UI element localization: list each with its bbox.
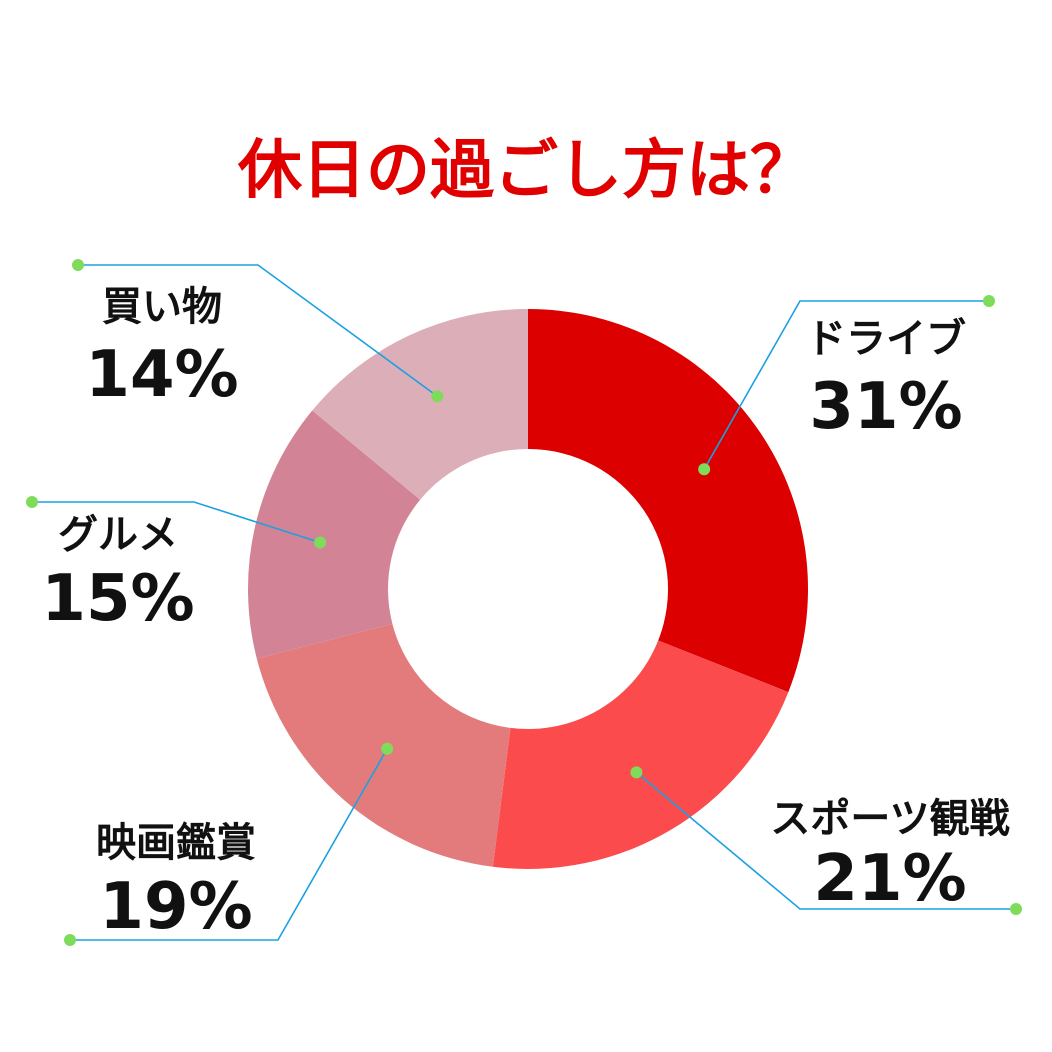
slice-2 (492, 640, 789, 870)
chart-title: 休日の過ごし方は？ (237, 134, 814, 208)
leader-dot-4-start (314, 536, 327, 549)
leader-dot-1-start (698, 463, 711, 476)
slice-4 (248, 410, 421, 659)
leader-dot-5-end (72, 259, 84, 271)
value-label-4: 15% (41, 562, 194, 636)
category-label-3: 映画鑑賞 (96, 820, 256, 866)
category-label-4: グルメ (58, 512, 178, 558)
value-label-5: 14% (85, 338, 238, 412)
value-label-2: 21% (813, 842, 966, 916)
slices (248, 309, 808, 870)
leader-line-3 (70, 748, 388, 941)
slice-5 (312, 309, 528, 500)
leader-line-5 (78, 264, 438, 397)
leader-line-1 (703, 300, 989, 470)
value-label-1: 31% (809, 370, 962, 444)
leader-dot-3-start (381, 742, 394, 755)
leader-dot-3-end (64, 934, 76, 946)
leader-line-2 (635, 771, 1016, 910)
leader-dot-5-start (431, 390, 444, 403)
category-label-2: スポーツ観戦 (770, 796, 1009, 842)
leader-lines (26, 259, 1022, 946)
category-label-1: ドライブ (806, 316, 966, 362)
leader-dot-2-end (1010, 903, 1022, 915)
slice-1 (528, 309, 808, 693)
leader-dot-2-start (630, 766, 643, 779)
leader-dot-4-end (26, 496, 38, 508)
leader-line-4 (32, 501, 321, 544)
value-label-3: 19% (99, 870, 252, 944)
leader-dot-1-end (983, 295, 995, 307)
category-label-5: 買い物 (102, 284, 222, 330)
